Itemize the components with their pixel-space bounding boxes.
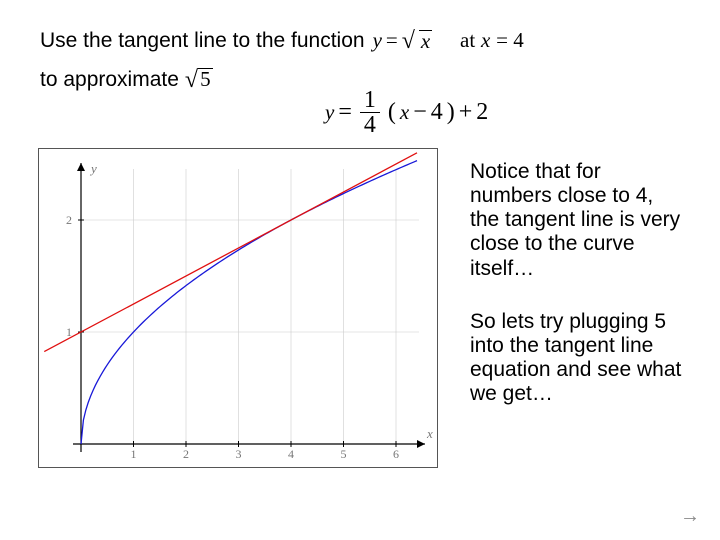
- sqrt5-radicand: 5: [198, 68, 213, 90]
- eq-func-eq: =: [386, 28, 398, 53]
- graph-panel: 12345612xy: [38, 148, 438, 468]
- next-arrow-icon[interactable]: →: [680, 505, 700, 528]
- tan-plus: +: [459, 99, 473, 126]
- svg-text:x: x: [426, 426, 433, 441]
- tangent-equation: y = 1 4 ( x − 4 ) + 2: [325, 88, 488, 137]
- graph-svg: 12345612xy: [39, 149, 439, 469]
- tan-lhs: y: [325, 100, 334, 125]
- explanation-paragraph-2: So lets try plugging 5 into the tangent …: [470, 310, 685, 407]
- eq-func-lhs: y: [373, 28, 382, 53]
- slide-root: Use the tangent line to the function y =…: [0, 0, 720, 540]
- tan-paren-close: ): [447, 99, 455, 126]
- explanation-paragraph-1: Notice that for numbers close to 4, the …: [470, 160, 685, 281]
- tan-inner-minus: −: [413, 99, 427, 126]
- tan-const: 2: [476, 99, 488, 126]
- at-x-equals-4: at x = 4: [460, 28, 524, 53]
- tan-eq: =: [338, 99, 352, 126]
- svg-text:3: 3: [236, 447, 242, 461]
- line2-text: to approximate: [40, 68, 179, 92]
- svg-text:y: y: [89, 161, 97, 176]
- at-eq-val: = 4: [496, 28, 524, 52]
- eq-func-radicand: x: [419, 30, 432, 52]
- function-equation: y = √x: [373, 28, 433, 53]
- svg-text:4: 4: [288, 447, 294, 461]
- tan-inner-var: x: [400, 100, 409, 125]
- tan-inner-const: 4: [431, 99, 443, 126]
- svg-text:5: 5: [341, 447, 347, 461]
- sqrt-symbol: √: [402, 29, 415, 53]
- tan-frac-num: 1: [360, 88, 380, 113]
- svg-text:1: 1: [131, 447, 137, 461]
- tan-fraction: 1 4: [360, 88, 380, 137]
- tan-paren-open: (: [388, 99, 396, 126]
- svg-text:6: 6: [393, 447, 399, 461]
- at-word: at: [460, 28, 475, 52]
- line1-text: Use the tangent line to the function: [40, 29, 365, 53]
- sqrt5-expr: √5: [185, 68, 213, 92]
- at-x-var: x: [481, 28, 490, 52]
- tan-frac-den: 4: [360, 113, 380, 137]
- svg-text:2: 2: [183, 447, 189, 461]
- prompt-line-1: Use the tangent line to the function y =…: [40, 28, 432, 53]
- svg-text:2: 2: [66, 213, 72, 227]
- sqrt5-symbol: √: [185, 68, 198, 92]
- prompt-line-2: to approximate √5: [40, 68, 213, 92]
